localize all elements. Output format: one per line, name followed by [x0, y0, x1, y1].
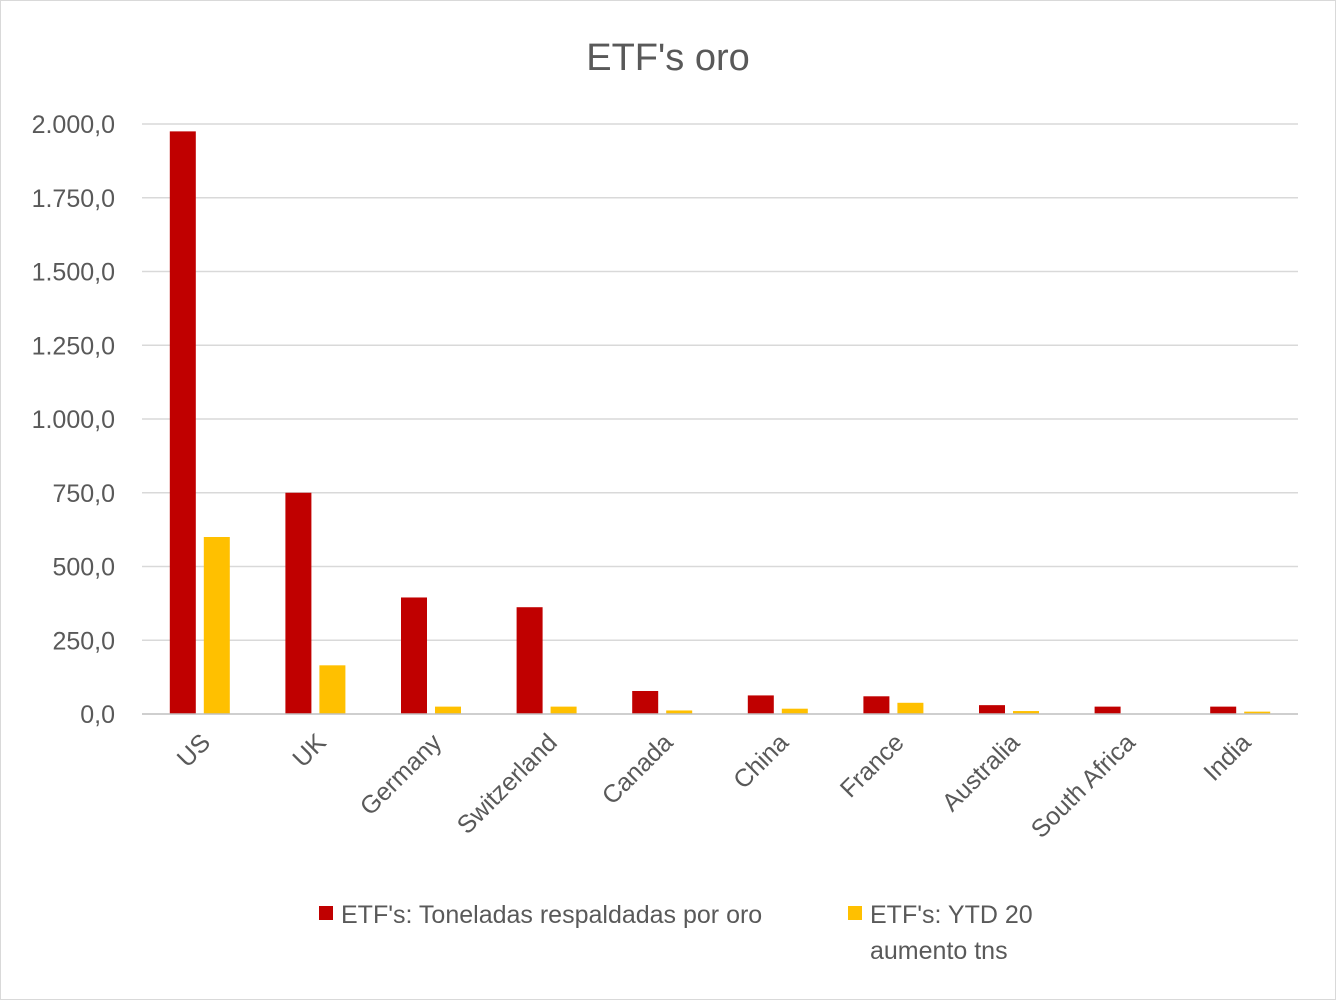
- x-tick-label: China: [728, 728, 794, 794]
- x-tick-label: France: [835, 728, 910, 803]
- legend-swatch-series-1: [319, 906, 333, 920]
- y-tick-label: 250,0: [52, 627, 115, 655]
- bar-series-1-south-africa: [1094, 706, 1121, 714]
- x-tick-label: Australia: [937, 728, 1026, 817]
- chart-title: ETF's oro: [586, 37, 750, 79]
- bar-series-1-china: [747, 695, 774, 714]
- bar-series-2-india: [1244, 711, 1271, 714]
- y-axis-tick-labels: 0,0 250,0 500,0 750,0 1.000,0 1.250,0 1.500,0 1…: [32, 111, 115, 729]
- bar-series-2-australia: [1013, 711, 1039, 714]
- x-axis-tick-labels: US UK Germany Switzerland Canada China France A…: [172, 728, 1257, 843]
- y-tick-label: 1.000,0: [32, 406, 115, 434]
- legend: ETF's: Toneladas respaldadas por oro ETF…: [319, 901, 1033, 965]
- y-tick-label: 1.500,0: [32, 259, 115, 287]
- legend-swatch-series-2: [848, 906, 862, 920]
- y-tick-label: 0,0: [80, 701, 115, 729]
- legend-label-series-2-line-2: aumento tns: [870, 937, 1008, 965]
- x-tick-label: Switzerland: [452, 728, 563, 839]
- bar-series-1-us: [169, 131, 196, 714]
- bar-series-2-germany: [435, 706, 461, 714]
- bar-series-1-switzerland: [516, 607, 543, 714]
- bar-series-2-uk: [319, 665, 346, 714]
- bar-series-1-germany: [401, 597, 427, 714]
- x-tick-label: UK: [287, 728, 332, 773]
- bar-series-1-canada: [632, 690, 659, 714]
- x-tick-label: South Africa: [1026, 728, 1141, 843]
- bar-series-1-france: [863, 696, 890, 714]
- bars: [169, 131, 1271, 714]
- y-tick-label: 750,0: [52, 480, 115, 508]
- bar-series-1-uk: [285, 492, 312, 714]
- x-tick-label: Germany: [355, 728, 448, 821]
- y-tick-label: 1.250,0: [32, 332, 115, 360]
- gridlines: [142, 123, 1298, 641]
- bar-series-1-india: [1210, 706, 1237, 714]
- x-tick-label: US: [172, 728, 216, 772]
- x-tick-label: Canada: [597, 728, 679, 810]
- bar-series-2-us: [203, 537, 230, 714]
- y-tick-label: 1.750,0: [32, 185, 115, 213]
- y-tick-label: 2.000,0: [32, 111, 115, 139]
- y-tick-label: 500,0: [52, 554, 115, 582]
- bar-series-2-china: [781, 708, 808, 714]
- x-tick-label: India: [1198, 728, 1256, 786]
- bar-series-2-france: [897, 702, 924, 714]
- legend-label-series-1: ETF's: Toneladas respaldadas por oro: [341, 901, 762, 929]
- bar-series-2-switzerland: [550, 706, 577, 714]
- bar-series-2-canada: [666, 710, 693, 714]
- legend-label-series-2-line-1: ETF's: YTD 20: [870, 901, 1033, 929]
- bar-series-1-australia: [979, 705, 1005, 714]
